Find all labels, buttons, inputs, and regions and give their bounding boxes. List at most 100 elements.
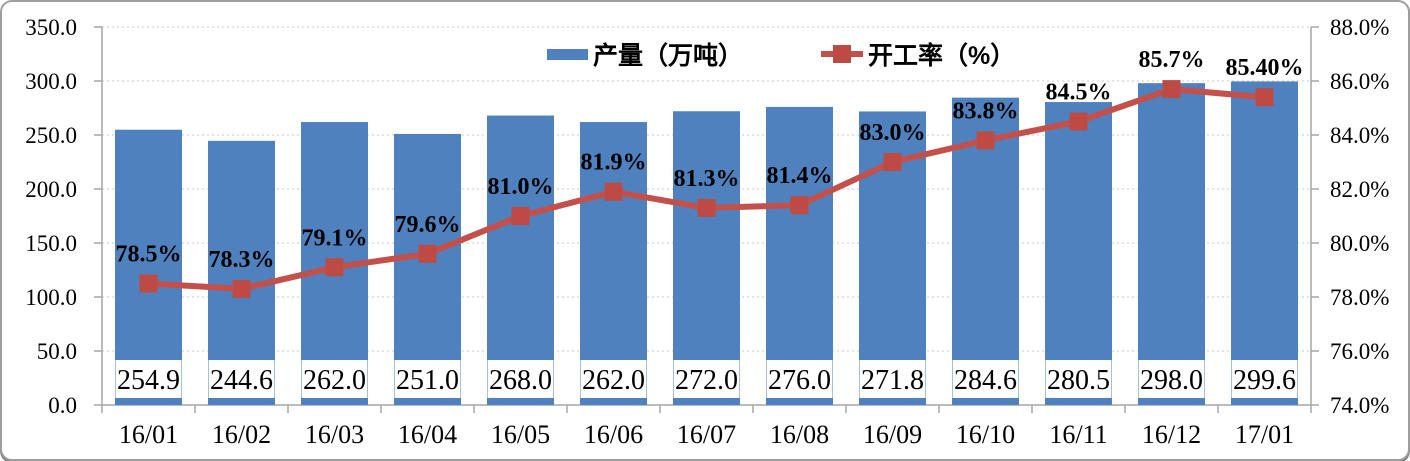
bar-value-label: 254.9	[117, 365, 180, 396]
bar-value-label: 251.0	[396, 365, 459, 396]
bar-value-label: 280.5	[1047, 365, 1110, 396]
bar-value-box	[208, 360, 275, 398]
right-axis-tick-label: 76.0%	[1330, 339, 1389, 364]
bar-value-box	[1231, 360, 1298, 398]
bar-value-label: 268.0	[489, 365, 552, 396]
bar-16/12	[1138, 83, 1205, 405]
line-value-label: 83.8%	[953, 98, 1019, 124]
right-axis-tick-label: 86.0%	[1330, 69, 1389, 94]
line-marker-17/01	[1255, 88, 1274, 107]
x-axis-label: 16/09	[863, 420, 922, 449]
line-marker-16/11	[1069, 112, 1088, 131]
bar-value-box	[301, 360, 368, 398]
bar-value-box	[952, 360, 1019, 398]
bar-16/08	[766, 106, 833, 406]
bar-value-label: 262.0	[582, 365, 645, 396]
right-axis-tick-label: 82.0%	[1330, 177, 1389, 202]
x-axis-label: 16/03	[305, 420, 364, 449]
x-axis-label: 16/11	[1049, 420, 1107, 449]
x-axis-label: 16/06	[584, 420, 643, 449]
line-marker-16/10	[976, 131, 995, 150]
bar-16/04	[394, 133, 461, 406]
line-value-label: 78.5%	[116, 242, 182, 268]
left-axis-tick-label: 0.0	[48, 393, 77, 418]
bar-16/11	[1045, 102, 1112, 405]
right-axis-tick-label: 88.0%	[1330, 15, 1389, 40]
x-axis-label: 16/10	[956, 420, 1015, 449]
bar-value-label: 262.0	[303, 365, 366, 396]
line-value-label: 83.0%	[860, 120, 926, 146]
bar-value-label: 271.8	[861, 365, 924, 396]
legend-item-production: 产量（万吨）	[547, 36, 743, 72]
x-axis-label: 16/07	[677, 420, 736, 449]
line-value-label: 81.9%	[581, 150, 647, 176]
x-axis-label: 16/01	[119, 420, 178, 449]
bar-16/07	[673, 111, 740, 406]
bar-value-label: 272.0	[675, 365, 738, 396]
line-marker-16/01	[139, 274, 158, 293]
bar-16/01	[115, 129, 182, 405]
right-axis-tick-label: 80.0%	[1330, 231, 1389, 256]
bar-value-box	[115, 360, 182, 398]
bar-value-label: 299.6	[1233, 365, 1296, 396]
bar-value-label: 298.0	[1140, 365, 1203, 396]
left-axis-tick-label: 200.0	[25, 177, 77, 202]
bar-value-label: 284.6	[954, 365, 1017, 396]
bar-17/01	[1231, 81, 1298, 405]
bar-value-box	[766, 360, 833, 398]
legend-square-marker-icon	[833, 45, 852, 63]
legend-label-production: 产量（万吨）	[593, 42, 744, 70]
right-axis-tick-label: 74.0%	[1330, 393, 1389, 418]
line-value-label: 85.7%	[1139, 47, 1205, 73]
bar-value-box	[1045, 360, 1112, 398]
line-value-label: 81.3%	[674, 166, 740, 192]
legend-item-operating-rate: 开工率（%）	[821, 36, 1015, 72]
line-value-label: 79.6%	[395, 212, 461, 238]
bar-16/06	[580, 122, 647, 405]
bar-value-box	[673, 360, 740, 398]
line-value-label: 81.4%	[767, 163, 833, 189]
left-axis-tick-label: 100.0	[25, 285, 77, 310]
left-axis-tick-label: 250.0	[25, 123, 77, 148]
line-value-label: 85.40%	[1226, 55, 1304, 81]
legend-label-operating-rate: 开工率（%）	[868, 42, 1016, 70]
left-axis-tick-label: 350.0	[25, 15, 77, 40]
x-axis-label: 16/05	[491, 420, 550, 449]
line-marker-16/02	[232, 279, 251, 298]
bar-value-box	[580, 360, 647, 398]
line-series-swatch-icon	[821, 45, 864, 63]
line-marker-16/05	[511, 207, 530, 225]
line-marker-16/03	[325, 258, 344, 277]
right-axis-tick-label: 84.0%	[1330, 123, 1389, 148]
left-axis-tick-label: 150.0	[25, 231, 77, 256]
bar-value-box	[487, 360, 554, 398]
bar-value-box	[859, 360, 926, 398]
line-value-label: 79.1%	[302, 225, 368, 251]
line-marker-16/06	[604, 182, 623, 201]
line-value-label: 81.0%	[488, 174, 554, 200]
line-marker-16/07	[697, 198, 716, 217]
x-axis-label: 16/02	[212, 420, 271, 449]
line-marker-16/09	[883, 153, 902, 171]
chart-legend: 产量（万吨） 开工率（%）	[547, 36, 1015, 72]
bar-value-box	[1138, 360, 1205, 398]
bar-value-box	[394, 360, 461, 398]
x-axis-label: 16/04	[398, 420, 457, 449]
x-axis-label: 16/08	[770, 420, 829, 449]
line-value-label: 78.3%	[209, 247, 275, 273]
line-marker-16/04	[418, 244, 437, 263]
left-axis-tick-label: 50.0	[37, 339, 77, 364]
line-marker-16/12	[1162, 80, 1181, 99]
bar-16/05	[487, 115, 554, 405]
left-axis-tick-label: 300.0	[25, 69, 77, 94]
line-marker-16/08	[790, 196, 809, 215]
bar-value-label: 276.0	[768, 365, 831, 396]
right-axis-tick-label: 78.0%	[1330, 285, 1389, 310]
line-value-label: 84.5%	[1046, 80, 1112, 106]
x-axis-label: 16/12	[1142, 420, 1201, 449]
bar-value-label: 244.6	[210, 365, 273, 396]
bar-series-swatch-icon	[547, 48, 588, 60]
x-axis-label: 17/01	[1235, 420, 1294, 449]
